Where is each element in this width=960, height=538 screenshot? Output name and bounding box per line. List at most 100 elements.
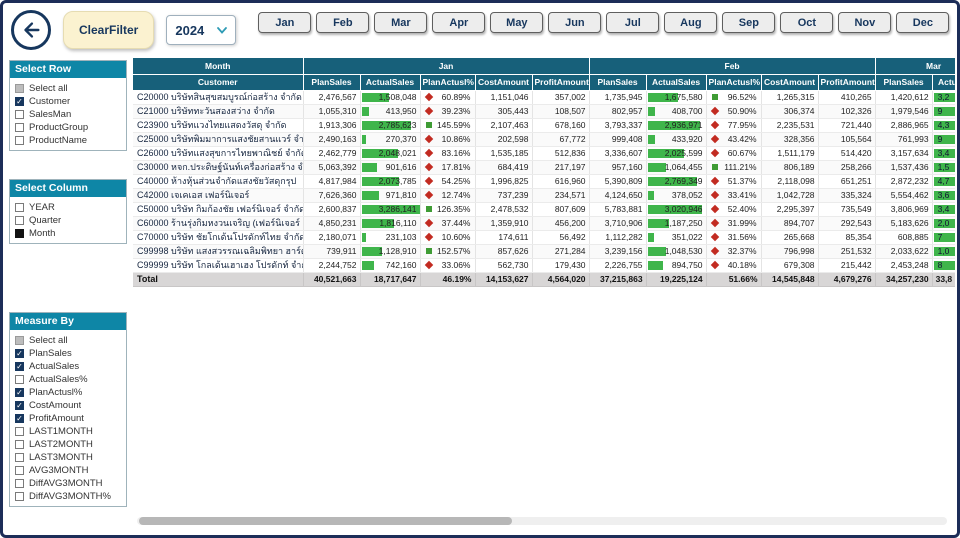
year-dropdown[interactable]: 2024 xyxy=(166,15,237,45)
actual-sales-cell[interactable]: 1,675,580 xyxy=(646,90,707,105)
plan-sales-cell[interactable]: 5,390,809 xyxy=(589,174,647,189)
checkbox-unchecked-icon[interactable] xyxy=(15,453,24,462)
plan-sales-cell[interactable]: 1,913,306 xyxy=(303,118,361,133)
plan-sales-cell[interactable]: 5,183,626 xyxy=(875,216,933,231)
month-button-feb[interactable]: Feb xyxy=(316,12,370,33)
table-row[interactable]: C60000 ร้านรุ่งกิมหงวนเจริญ (เฟอร์นิเจอร… xyxy=(133,216,955,231)
customer-cell[interactable]: C99999 บริษัท โกลเด้นเฮาเฮง โปรดักท์ จำก… xyxy=(133,258,304,273)
plan-actual-pct-cell[interactable]: 50.90% xyxy=(706,104,762,119)
table-row[interactable]: C40000 ห้างหุ้นส่วนจำกัดแสงชัยวัสดุกรุป 4… xyxy=(133,174,955,189)
checkbox-item-year[interactable]: YEAR xyxy=(15,201,121,214)
plan-sales-cell[interactable]: 4,817,984 xyxy=(303,174,361,189)
cost-amount-cell[interactable]: 265,668 xyxy=(761,230,819,245)
plan-sales-cell[interactable]: 3,157,634 xyxy=(875,146,933,161)
actual-sales-cell[interactable]: 894,750 xyxy=(646,258,707,273)
profit-amount-cell[interactable]: 179,430 xyxy=(532,258,590,273)
actual-sales-cell[interactable]: 1,064,455 xyxy=(646,160,707,175)
cost-amount-cell[interactable]: 894,707 xyxy=(761,216,819,231)
checkbox-checked-icon[interactable]: ✓ xyxy=(15,388,24,397)
profit-amount-cell[interactable]: 105,564 xyxy=(818,132,876,147)
cost-amount-cell[interactable]: 2,295,397 xyxy=(761,202,819,217)
customer-cell[interactable]: C25000 บริษัทพิมมาการแสงชัยสานแวร์ จำกัด xyxy=(133,132,304,147)
actual-sales-cell[interactable]: 231,103 xyxy=(360,230,421,245)
plan-sales-cell[interactable]: 5,063,392 xyxy=(303,160,361,175)
month-button-dec[interactable]: Dec xyxy=(896,12,950,33)
checkbox-item-productgroup[interactable]: ProductGroup xyxy=(15,121,121,134)
actual-sales-cell[interactable]: 1,816,110 xyxy=(360,216,421,231)
plan-sales-cell[interactable]: 2,462,779 xyxy=(303,146,361,161)
table-row[interactable]: C26000 บริษัทแสงสุขการไทยพาณิชย์ จำกัด 2,… xyxy=(133,146,955,161)
actual-sales-cell[interactable]: 2,0 xyxy=(932,216,955,231)
plan-sales-cell[interactable]: 2,600,837 xyxy=(303,202,361,217)
cost-amount-cell[interactable]: 1,042,728 xyxy=(761,188,819,203)
plan-sales-cell[interactable]: 4,124,650 xyxy=(589,188,647,203)
profit-amount-cell[interactable]: 735,549 xyxy=(818,202,876,217)
cost-amount-cell[interactable]: 202,598 xyxy=(475,132,533,147)
month-button-nov[interactable]: Nov xyxy=(838,12,892,33)
profit-amount-cell[interactable]: 234,571 xyxy=(532,188,590,203)
month-button-sep[interactable]: Sep xyxy=(722,12,776,33)
actual-sales-cell[interactable]: 2,785,623 xyxy=(360,118,421,133)
profit-amount-cell[interactable]: 678,160 xyxy=(532,118,590,133)
profit-amount-cell[interactable]: 85,354 xyxy=(818,230,876,245)
actual-sales-cell[interactable]: 1,187,250 xyxy=(646,216,707,231)
table-row[interactable]: C50000 บริษัท กิมก้องชัย เฟอร์นิเจอร์ จำ… xyxy=(133,202,955,217)
month-group-header-feb[interactable]: Feb xyxy=(589,58,876,75)
profit-amount-cell[interactable]: 251,532 xyxy=(818,244,876,259)
profit-amount-cell[interactable]: 67,772 xyxy=(532,132,590,147)
customer-cell[interactable]: C40000 ห้างหุ้นส่วนจำกัดแสงชัยวัสดุกรุป xyxy=(133,174,304,189)
profit-amount-cell[interactable]: 410,265 xyxy=(818,90,876,105)
cost-amount-cell[interactable]: 857,626 xyxy=(475,244,533,259)
total-row[interactable]: Total 40,521,663 18,717,647 46.19% 14,153,62… xyxy=(133,272,955,287)
cost-amount-cell[interactable]: 306,374 xyxy=(761,104,819,119)
measure-header-actualsales[interactable]: ActualSales xyxy=(360,74,421,91)
cost-amount-cell[interactable]: 562,730 xyxy=(475,258,533,273)
checkbox-checked-icon[interactable]: ✓ xyxy=(15,362,24,371)
actual-sales-cell[interactable]: 378,052 xyxy=(646,188,707,203)
checkbox-unchecked-icon[interactable] xyxy=(15,492,24,501)
cost-amount-cell[interactable]: 2,478,532 xyxy=(475,202,533,217)
actual-sales-cell[interactable]: 1,0 xyxy=(932,244,955,259)
profit-amount-cell[interactable]: 456,200 xyxy=(532,216,590,231)
table-row[interactable]: C21000 บริษัททะวันสองสว่าง จำกัด 1,055,31… xyxy=(133,104,955,119)
checkbox-unchecked-icon[interactable] xyxy=(15,427,24,436)
table-row[interactable]: C30000 หจก.ประดิษฐ์นันท์เครื่องก่อสร้าง … xyxy=(133,160,955,175)
profit-amount-cell[interactable]: 807,609 xyxy=(532,202,590,217)
month-button-mar[interactable]: Mar xyxy=(374,12,428,33)
plan-sales-cell[interactable]: 1,112,282 xyxy=(589,230,647,245)
checkbox-item-last1month[interactable]: LAST1MONTH xyxy=(15,425,121,438)
actual-sales-cell[interactable]: 3,6 xyxy=(932,188,955,203)
checkbox-filled-icon[interactable] xyxy=(15,229,24,238)
customer-cell[interactable]: C70000 บริษัท ชัยโกเด้นโปรดักท์ไทย จำกัด xyxy=(133,230,304,245)
actual-sales-cell[interactable]: 742,160 xyxy=(360,258,421,273)
plan-sales-cell[interactable]: 761,993 xyxy=(875,132,933,147)
measure-header-costamount[interactable]: CostAmount xyxy=(475,74,533,91)
plan-sales-cell[interactable]: 3,710,906 xyxy=(589,216,647,231)
plan-actual-pct-cell[interactable]: 17.81% xyxy=(420,160,476,175)
plan-actual-pct-cell[interactable]: 126.35% xyxy=(420,202,476,217)
measure-header-actualsales[interactable]: ActualSales xyxy=(932,74,955,91)
customer-cell[interactable]: C30000 หจก.ประดิษฐ์นันท์เครื่องก่อสร้าง … xyxy=(133,160,304,175)
profit-amount-cell[interactable]: 215,442 xyxy=(818,258,876,273)
clear-filter-button[interactable]: ClearFilter xyxy=(63,11,155,49)
plan-sales-cell[interactable]: 1,979,546 xyxy=(875,104,933,119)
plan-actual-pct-cell[interactable]: 145.59% xyxy=(420,118,476,133)
profit-amount-cell[interactable]: 56,492 xyxy=(532,230,590,245)
plan-sales-cell[interactable]: 2,490,163 xyxy=(303,132,361,147)
checkbox-item-plansales[interactable]: ✓ PlanSales xyxy=(15,347,121,360)
month-group-header-jan[interactable]: Jan xyxy=(303,58,590,75)
checkbox-unchecked-icon[interactable] xyxy=(15,440,24,449)
cost-amount-cell[interactable]: 2,235,531 xyxy=(761,118,819,133)
plan-sales-cell[interactable]: 1,055,310 xyxy=(303,104,361,119)
plan-actual-pct-cell[interactable]: 31.56% xyxy=(706,230,762,245)
customer-column-header[interactable]: Customer xyxy=(133,74,304,91)
profit-amount-cell[interactable]: 335,324 xyxy=(818,188,876,203)
actual-sales-cell[interactable]: 3,020,946 xyxy=(646,202,707,217)
plan-sales-cell[interactable]: 999,408 xyxy=(589,132,647,147)
plan-actual-pct-cell[interactable]: 60.67% xyxy=(706,146,762,161)
month-button-jan[interactable]: Jan xyxy=(258,12,312,33)
checkbox-item-actualsales[interactable]: ActualSales% xyxy=(15,373,121,386)
table-row[interactable]: C70000 บริษัท ชัยโกเด้นโปรดักท์ไทย จำกัด… xyxy=(133,230,955,245)
cost-amount-cell[interactable]: 1,511,179 xyxy=(761,146,819,161)
checkbox-item-productname[interactable]: ProductName xyxy=(15,134,121,147)
